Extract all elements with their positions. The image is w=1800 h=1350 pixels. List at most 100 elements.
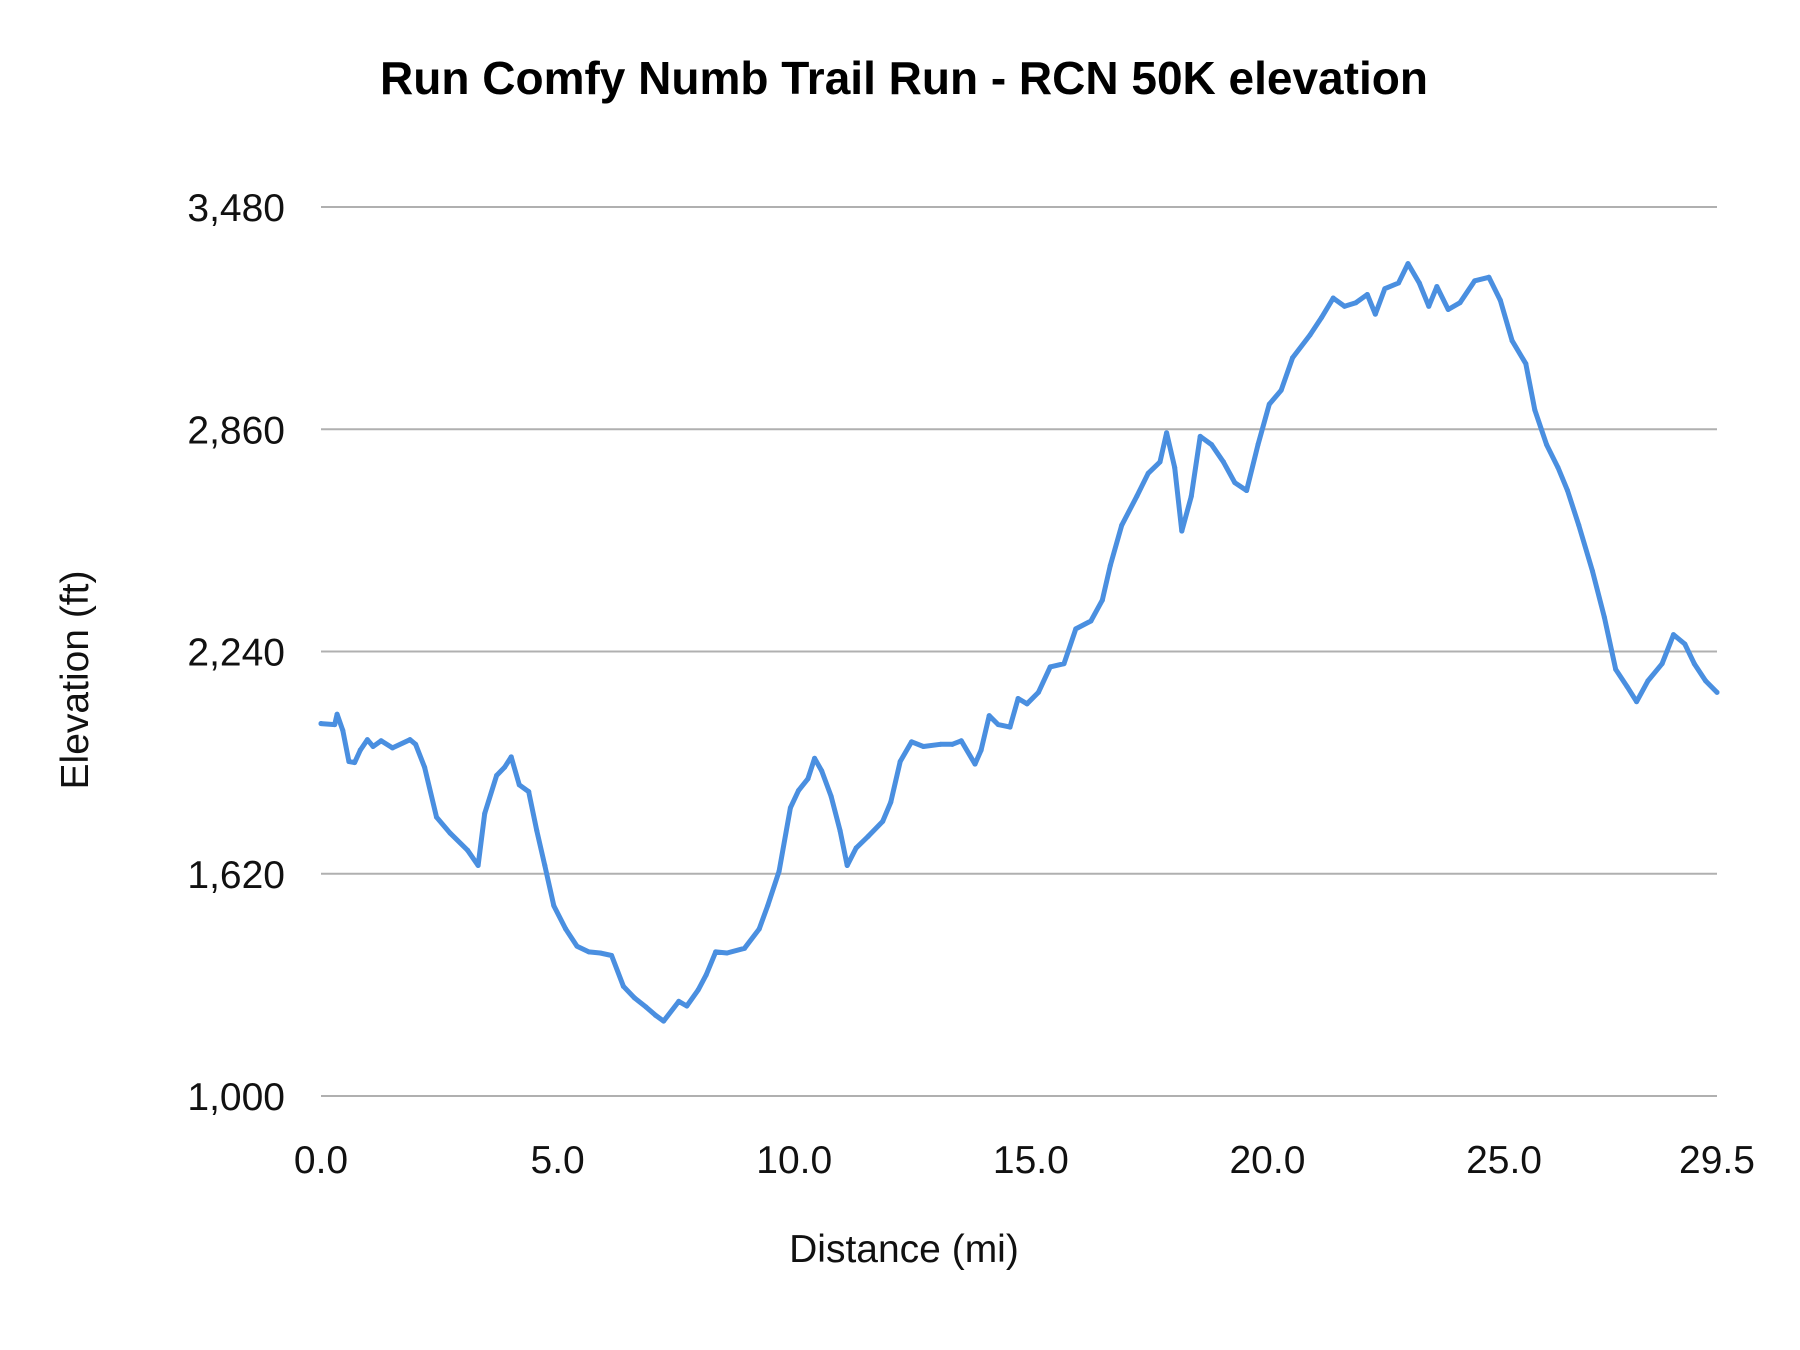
data-point [865, 833, 871, 839]
data-point [643, 1004, 649, 1010]
data-point [765, 903, 771, 909]
data-point [949, 741, 955, 747]
data-point [574, 943, 580, 949]
data-point [1179, 528, 1185, 534]
data-point [407, 737, 413, 743]
data-point [334, 711, 340, 717]
data-point [1024, 701, 1030, 707]
data-point [433, 814, 439, 820]
data-point [1353, 300, 1359, 306]
data-point [703, 972, 709, 978]
data-point [1659, 661, 1665, 667]
data-point [620, 983, 626, 989]
data-point [1134, 493, 1140, 499]
data-point [447, 830, 453, 836]
y-tick-label: 3,480 [187, 187, 285, 230]
y-axis-label: Elevation (ft) [54, 571, 97, 790]
data-point [340, 727, 346, 733]
y-axis-ticks: 1,000 1,620 2,240 2,860 3,480 [187, 187, 285, 1119]
x-tick-label: 0.0 [294, 1139, 348, 1182]
elevation-line [318, 261, 1720, 1024]
data-point [1364, 291, 1370, 297]
data-point [1318, 315, 1324, 321]
y-tick-label: 2,240 [187, 632, 285, 675]
data-point [1509, 338, 1515, 344]
data-point [542, 863, 548, 869]
data-point [986, 713, 992, 719]
data-point [1061, 661, 1067, 667]
data-point [1145, 470, 1151, 476]
data-point [586, 949, 592, 955]
data-point [1307, 332, 1313, 338]
data-point [995, 722, 1001, 728]
data-point [482, 811, 488, 817]
x-tick-label: 20.0 [1229, 1139, 1305, 1182]
x-tick-label: 10.0 [756, 1139, 832, 1182]
data-point [909, 739, 915, 745]
data-point [1555, 465, 1561, 471]
data-point [597, 950, 603, 956]
data-point [1088, 618, 1094, 624]
data-point [1544, 442, 1550, 448]
data-point [475, 863, 481, 869]
x-tick-label: 25.0 [1466, 1139, 1542, 1182]
data-point [897, 759, 903, 765]
data-point [653, 1012, 659, 1018]
data-point [972, 761, 978, 767]
data-point [1382, 286, 1388, 292]
data-point [378, 738, 384, 744]
y-tick-label: 2,860 [187, 409, 285, 452]
data-point [1232, 480, 1238, 486]
data-point [1590, 568, 1596, 574]
data-point [1266, 401, 1272, 407]
data-point [695, 987, 701, 993]
data-point [756, 926, 762, 932]
data-point [1278, 387, 1284, 393]
data-point [370, 743, 376, 749]
data-point [812, 755, 818, 761]
data-point [494, 773, 500, 779]
data-point [1497, 297, 1503, 303]
x-tick-label: 5.0 [531, 1139, 585, 1182]
chart-title: Run Comfy Numb Trail Run - RCN 50K eleva… [380, 52, 1428, 104]
data-point [1691, 661, 1697, 667]
data-point [724, 950, 730, 956]
data-point [1099, 597, 1105, 603]
data-point [888, 799, 894, 805]
data-point [1396, 280, 1402, 286]
data-point [1290, 355, 1296, 361]
data-point [1703, 678, 1709, 684]
data-point [1209, 442, 1215, 448]
data-point [1457, 300, 1463, 306]
data-point [837, 828, 843, 834]
y-tick-label: 1,000 [187, 1076, 285, 1119]
data-point [1682, 641, 1688, 647]
x-axis-label: Distance (mi) [789, 1228, 1019, 1271]
data-point [1342, 303, 1348, 309]
data-point [1564, 488, 1570, 494]
data-point [357, 747, 363, 753]
data-point [880, 818, 886, 824]
data-point [1434, 284, 1440, 290]
data-point [413, 741, 419, 747]
data-point [787, 805, 793, 811]
data-point [1197, 433, 1203, 439]
data-point [742, 945, 748, 951]
data-point [1372, 311, 1378, 317]
data-point [563, 926, 569, 932]
data-point [795, 788, 801, 794]
data-point [465, 847, 471, 853]
data-point [551, 903, 557, 909]
data-point [1007, 724, 1013, 730]
data-point [346, 759, 352, 765]
data-point [1472, 278, 1478, 284]
data-point [1330, 295, 1336, 301]
data-point [1445, 307, 1451, 313]
data-point [1624, 684, 1630, 690]
data-point [937, 741, 943, 747]
data-point [853, 845, 859, 851]
data-point [609, 952, 615, 958]
data-point [1523, 361, 1529, 367]
data-point [1416, 280, 1422, 286]
data-point [502, 764, 508, 770]
